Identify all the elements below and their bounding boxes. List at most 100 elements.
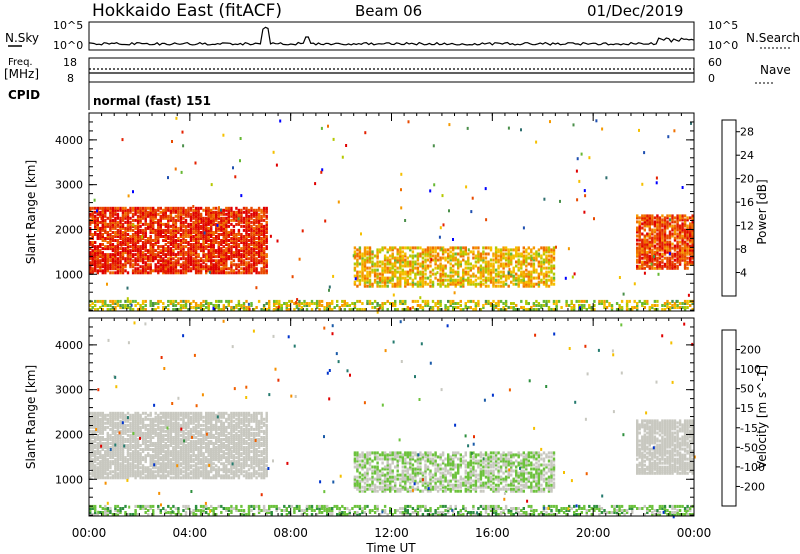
heatmap-cell — [545, 250, 548, 254]
heatmap-cell — [368, 270, 372, 274]
y-tick-label: 2000 — [55, 223, 83, 236]
heatmap-cell — [144, 267, 147, 271]
heatmap-cell — [394, 302, 397, 305]
heatmap-cell — [136, 425, 140, 429]
heatmap-cell — [126, 411, 130, 415]
heatmap-cell — [462, 284, 465, 288]
heatmap-cell — [179, 226, 183, 230]
heatmap-cell — [212, 210, 215, 214]
heatmap-cell — [641, 256, 644, 260]
heatmap-cell — [136, 233, 140, 236]
heatmap-cell — [361, 276, 364, 280]
heatmap-cell — [368, 248, 372, 252]
heatmap-cell — [653, 255, 655, 259]
heatmap-cell — [182, 257, 185, 261]
heatmap-cell — [245, 235, 248, 238]
heatmap-cell — [389, 248, 392, 252]
heatmap-cell — [119, 255, 122, 259]
heatmap-cell — [671, 216, 674, 220]
heatmap-cell — [101, 425, 104, 429]
heatmap-cell — [676, 222, 679, 226]
heatmap-cell — [583, 189, 586, 193]
heatmap-cell — [641, 218, 644, 222]
heatmap-cell — [217, 267, 220, 271]
heatmap-cell — [240, 255, 243, 259]
heatmap-cell — [149, 249, 152, 253]
heatmap-cell — [189, 306, 193, 309]
heatmap-cell — [245, 228, 248, 232]
heatmap-cell — [593, 217, 595, 221]
heatmap-cell — [109, 454, 112, 458]
heatmap-cell — [134, 257, 137, 261]
heatmap-cell — [131, 239, 135, 242]
heatmap-cell — [179, 218, 183, 222]
heatmap-cell — [643, 262, 646, 266]
heatmap-cell — [474, 284, 478, 288]
heatmap-cell — [547, 278, 551, 282]
heatmap-cell — [260, 257, 263, 261]
heatmap-cell — [452, 299, 455, 303]
heatmap-cell — [681, 236, 684, 240]
heatmap-cell — [194, 261, 198, 265]
heatmap-cell — [650, 262, 653, 266]
heatmap-cell — [144, 269, 147, 273]
heatmap-cell — [106, 476, 109, 480]
heatmap-cell — [668, 248, 672, 252]
heatmap-cell — [96, 257, 99, 261]
heatmap-cell — [250, 224, 253, 228]
heatmap-cell — [101, 436, 104, 439]
heatmap-cell — [144, 431, 147, 435]
heatmap-cell — [141, 468, 145, 472]
heatmap-cell — [104, 210, 107, 214]
heatmap-cell — [678, 258, 682, 262]
heatmap-cell — [174, 253, 178, 257]
heatmap-cell — [225, 235, 228, 238]
heatmap-cell — [121, 460, 125, 464]
heatmap-cell — [489, 248, 493, 252]
heatmap-cell — [657, 272, 660, 276]
heatmap-cell — [429, 260, 432, 264]
heatmap-cell — [638, 236, 641, 240]
heatmap-cell — [663, 224, 667, 228]
heatmap-cell — [119, 228, 122, 232]
heatmap-cell — [545, 304, 548, 307]
heatmap-cell — [222, 269, 225, 273]
heatmap-cell — [658, 266, 662, 270]
heatmap-cell — [91, 261, 94, 265]
heatmap-cell — [651, 220, 654, 224]
heatmap-cell — [658, 254, 662, 258]
heatmap-cell — [126, 462, 130, 466]
heatmap-cell — [197, 271, 200, 275]
heatmap-cell — [210, 222, 213, 226]
heatmap-cell — [658, 242, 662, 246]
heatmap-cell — [177, 214, 180, 218]
heatmap-cell — [260, 224, 263, 228]
heatmap-cell — [232, 241, 236, 244]
heatmap-cell — [126, 245, 130, 249]
heatmap-cell — [658, 226, 662, 230]
heatmap-cell — [157, 255, 160, 259]
heatmap-cell — [371, 250, 374, 254]
heatmap-cell — [487, 266, 490, 270]
heatmap-cell — [134, 208, 137, 212]
heatmap-cell — [484, 268, 488, 272]
heatmap-cell — [409, 246, 412, 250]
heatmap-cell — [683, 244, 687, 248]
heatmap-cell — [510, 258, 513, 262]
heatmap-cell — [139, 206, 142, 210]
heatmap-cell — [198, 219, 201, 223]
heatmap-cell — [119, 237, 122, 240]
heatmap-cell — [144, 216, 147, 220]
heatmap-cell — [96, 212, 99, 216]
heatmap-cell — [180, 170, 183, 174]
heatmap-cell — [345, 144, 348, 147]
heatmap-cell — [648, 308, 651, 311]
heatmap-cell — [671, 214, 674, 218]
heatmap-cell — [89, 220, 92, 224]
heatmap-cell — [530, 276, 533, 280]
heatmap-cell — [484, 260, 488, 264]
heatmap-cell — [301, 229, 304, 233]
heatmap-cell — [265, 228, 268, 232]
heatmap-cell — [668, 222, 672, 226]
heatmap-cell — [119, 233, 122, 236]
